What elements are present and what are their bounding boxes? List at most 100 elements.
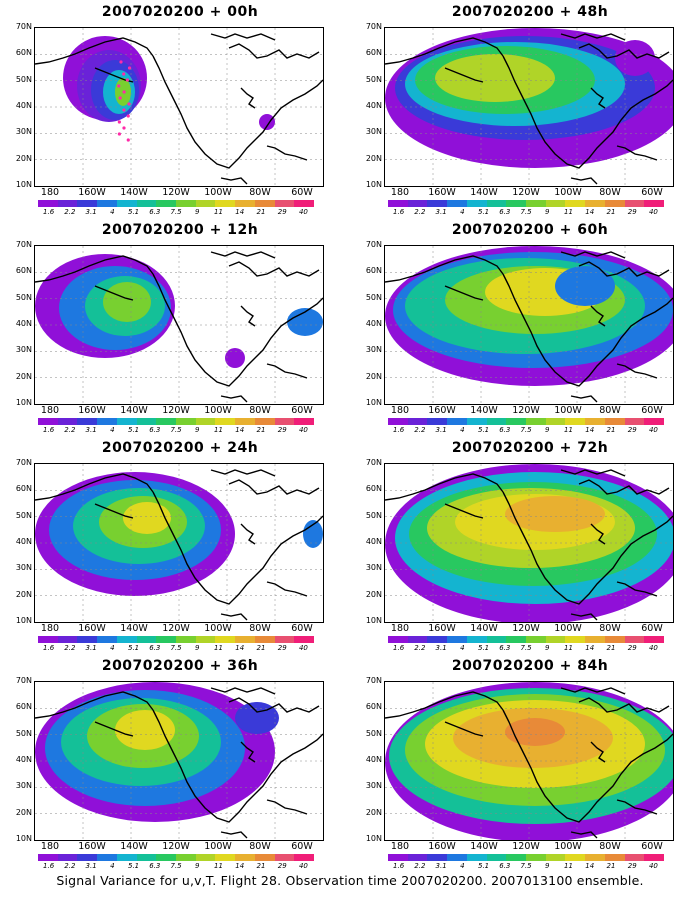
coastline [560, 251, 626, 259]
lon-label: 160W [78, 623, 106, 634]
colorbar-swatch [407, 854, 428, 861]
colorbar-swatch [156, 854, 177, 861]
colorbar-label: 5.1 [477, 644, 490, 652]
lon-label: 80W [249, 405, 271, 416]
colorbar-label: 14 [585, 426, 595, 434]
panel-title: 2007020200 + 48h [451, 4, 609, 20]
colorbar-swatch [195, 200, 216, 207]
colorbar-swatch [235, 200, 255, 207]
lon-label: 80W [599, 841, 621, 852]
colorbar-label: 1.6 [43, 426, 55, 434]
lon-label: 60W [291, 841, 313, 852]
colorbar-label: 11 [564, 426, 573, 434]
lat-label: 60N [365, 48, 382, 58]
lon-label: 60W [291, 623, 313, 634]
colorbar-label: 29 [627, 426, 637, 434]
lat-label: 60N [365, 266, 382, 276]
lat-label: 10N [15, 834, 32, 843]
colorbar-swatch [604, 636, 625, 643]
colorbar-label: 3.1 [85, 862, 97, 870]
colorbar-label: 1.6 [43, 644, 55, 652]
colorbar-label: 11 [214, 862, 223, 870]
colorbar-swatch [388, 200, 408, 207]
lat-label: 20N [365, 371, 382, 381]
map-plot [384, 681, 674, 841]
colorbar-label: 3.1 [435, 862, 447, 870]
coastline [590, 523, 606, 545]
lon-label: 80W [599, 623, 621, 634]
colorbar-swatch [506, 200, 527, 207]
colorbar-swatch [545, 418, 566, 425]
lat-label: 50N [15, 728, 32, 738]
map-plot [34, 27, 324, 187]
colorbar-swatch [156, 636, 177, 643]
colorbar-swatch [156, 200, 177, 207]
map-panel: 2007020200 + 24h 70N 60N 50N 40N 30N 20N 10N 180… [0, 436, 340, 654]
observation-marker [127, 66, 132, 70]
coastline [578, 697, 670, 713]
colorbar-swatch [116, 200, 137, 207]
colorbar-swatch [38, 854, 58, 861]
lon-label: 160W [428, 841, 456, 852]
colorbar-label: 6.3 [149, 862, 161, 870]
colorbar-swatch [526, 418, 546, 425]
coastline [385, 473, 504, 501]
colorbar-swatch [235, 854, 255, 861]
colorbar-swatch [585, 200, 605, 207]
colorbar-label: 40 [298, 862, 308, 870]
lat-label: 30N [15, 781, 32, 791]
lon-label: 80W [249, 187, 271, 198]
colorbar-label: 40 [298, 426, 308, 434]
colorbar [388, 200, 665, 207]
panel-title: 2007020200 + 00h [101, 4, 259, 20]
colorbar-label: 5.1 [477, 862, 490, 870]
lon-label: 180 [40, 187, 60, 198]
figure-caption: Signal Variance for u,v,T. Flight 28. Ob… [56, 873, 644, 888]
colorbar-swatch [38, 418, 58, 425]
lon-label: 100W [554, 187, 582, 198]
lat-label: 40N [365, 101, 382, 110]
observation-marker [127, 102, 131, 106]
lat-label: 70N [15, 676, 32, 685]
coastline [94, 721, 134, 737]
coastline [152, 273, 323, 387]
lat-label: 60N [365, 702, 382, 712]
lon-label: 180 [390, 405, 410, 416]
observation-marker [117, 132, 121, 136]
lat-label: 10N [365, 616, 382, 625]
colorbar-label: 29 [627, 862, 637, 870]
colorbar [38, 636, 315, 643]
coastline [560, 687, 626, 695]
lat-label: 70N [15, 240, 32, 249]
lon-label: 80W [249, 623, 271, 634]
lon-label: 180 [40, 623, 60, 634]
colorbar-label: 7.5 [520, 426, 532, 434]
colorbar-swatch [565, 636, 586, 643]
colorbar-labels: 1.6 2.2 3.1 4 5.1 6.3 7.5 9 11 14 21 29 40 [38, 208, 314, 216]
lon-label: 80W [599, 405, 621, 416]
colorbar-label: 2.2 [414, 426, 426, 434]
colorbar-swatch [176, 636, 196, 643]
lon-label: 160W [428, 405, 456, 416]
colorbar-swatch [254, 418, 275, 425]
colorbar-swatch [545, 636, 566, 643]
panel-title: 2007020200 + 24h [101, 440, 259, 456]
colorbar-label: 14 [235, 208, 245, 216]
variance-field [385, 28, 673, 186]
colorbar-swatch [77, 200, 98, 207]
colorbar-swatch [427, 200, 448, 207]
colorbar-swatch [294, 636, 315, 643]
coastline [94, 503, 134, 519]
colorbar-swatch [136, 200, 157, 207]
map-plot [34, 245, 324, 405]
coastline [152, 709, 323, 823]
coastline [578, 261, 670, 277]
observation-marker [126, 114, 130, 118]
colorbar-label: 3.1 [435, 208, 447, 216]
coastline [228, 261, 320, 277]
colorbar-swatch [195, 418, 216, 425]
colorbar-swatch [176, 854, 196, 861]
colorbar-swatch [215, 636, 236, 643]
colorbar-label: 21 [256, 426, 266, 434]
lon-label: 180 [40, 841, 60, 852]
